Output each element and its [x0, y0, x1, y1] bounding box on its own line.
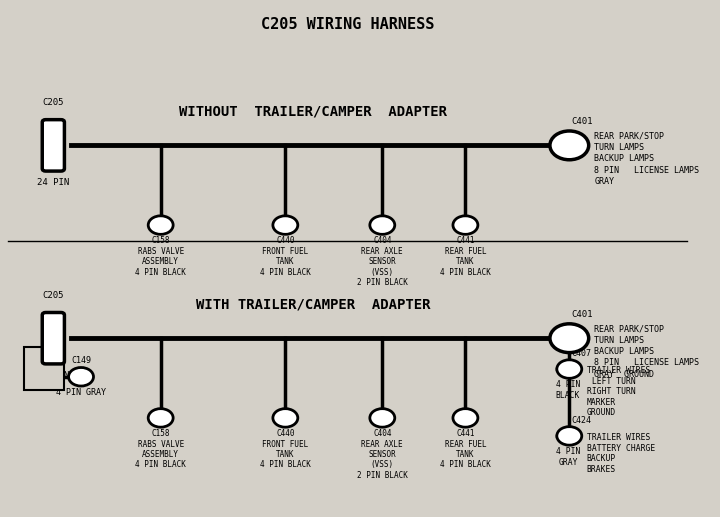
- Text: BACKUP LAMPS: BACKUP LAMPS: [594, 347, 654, 356]
- Text: C407: C407: [572, 349, 591, 358]
- Text: C404
REAR AXLE
SENSOR
(VSS)
2 PIN BLACK: C404 REAR AXLE SENSOR (VSS) 2 PIN BLACK: [357, 429, 408, 480]
- Circle shape: [370, 408, 395, 427]
- Text: GRAY  GROUND: GRAY GROUND: [594, 370, 654, 378]
- Text: 4 PIN GRAY: 4 PIN GRAY: [56, 388, 106, 397]
- Circle shape: [68, 368, 94, 386]
- Text: C404
REAR AXLE
SENSOR
(VSS)
2 PIN BLACK: C404 REAR AXLE SENSOR (VSS) 2 PIN BLACK: [357, 236, 408, 287]
- Text: C205: C205: [42, 98, 64, 107]
- Circle shape: [370, 216, 395, 234]
- Text: TRAILER WIRES
 LEFT TURN
RIGHT TURN
MARKER
GROUND: TRAILER WIRES LEFT TURN RIGHT TURN MARKE…: [587, 367, 650, 417]
- Text: C424: C424: [572, 416, 591, 424]
- Text: 8 PIN   LICENSE LAMPS: 8 PIN LICENSE LAMPS: [594, 165, 699, 175]
- Circle shape: [453, 408, 478, 427]
- Text: TURN LAMPS: TURN LAMPS: [594, 143, 644, 152]
- Text: REAR PARK/STOP: REAR PARK/STOP: [594, 325, 665, 333]
- Text: 8 PIN   LICENSE LAMPS: 8 PIN LICENSE LAMPS: [594, 358, 699, 368]
- Text: C440
FRONT FUEL
TANK
4 PIN BLACK: C440 FRONT FUEL TANK 4 PIN BLACK: [260, 236, 311, 277]
- Circle shape: [148, 408, 173, 427]
- Text: WITH TRAILER/CAMPER  ADAPTER: WITH TRAILER/CAMPER ADAPTER: [196, 298, 431, 312]
- FancyBboxPatch shape: [42, 312, 64, 364]
- Circle shape: [550, 324, 589, 353]
- Text: C205: C205: [42, 291, 64, 300]
- Text: TRAILER WIRES
BATTERY CHARGE
BACKUP
BRAKES: TRAILER WIRES BATTERY CHARGE BACKUP BRAK…: [587, 433, 655, 474]
- Text: C149: C149: [71, 356, 91, 366]
- Text: 4 PIN
GRAY: 4 PIN GRAY: [556, 447, 580, 467]
- Circle shape: [453, 216, 478, 234]
- Text: C441
REAR FUEL
TANK
4 PIN BLACK: C441 REAR FUEL TANK 4 PIN BLACK: [440, 236, 491, 277]
- FancyBboxPatch shape: [24, 347, 64, 390]
- Circle shape: [557, 360, 582, 378]
- Text: TRAILER
RELAY
BOX: TRAILER RELAY BOX: [28, 354, 60, 384]
- Circle shape: [273, 408, 298, 427]
- Text: C205 WIRING HARNESS: C205 WIRING HARNESS: [261, 17, 434, 32]
- Text: GRAY: GRAY: [594, 177, 614, 186]
- Text: 24 PIN: 24 PIN: [37, 371, 69, 379]
- Text: C441
REAR FUEL
TANK
4 PIN BLACK: C441 REAR FUEL TANK 4 PIN BLACK: [440, 429, 491, 469]
- Circle shape: [273, 216, 298, 234]
- Text: 24 PIN: 24 PIN: [37, 178, 69, 187]
- Text: C401: C401: [572, 310, 593, 319]
- Text: 4 PIN
BLACK: 4 PIN BLACK: [556, 381, 580, 400]
- Text: C158
RABS VALVE
ASSEMBLY
4 PIN BLACK: C158 RABS VALVE ASSEMBLY 4 PIN BLACK: [135, 236, 186, 277]
- Text: REAR PARK/STOP: REAR PARK/STOP: [594, 132, 665, 141]
- Text: C440
FRONT FUEL
TANK
4 PIN BLACK: C440 FRONT FUEL TANK 4 PIN BLACK: [260, 429, 311, 469]
- Text: C158
RABS VALVE
ASSEMBLY
4 PIN BLACK: C158 RABS VALVE ASSEMBLY 4 PIN BLACK: [135, 429, 186, 469]
- FancyBboxPatch shape: [42, 119, 64, 171]
- Text: C401: C401: [572, 117, 593, 126]
- Circle shape: [557, 427, 582, 445]
- Circle shape: [148, 216, 173, 234]
- Text: BACKUP LAMPS: BACKUP LAMPS: [594, 154, 654, 163]
- Text: TURN LAMPS: TURN LAMPS: [594, 336, 644, 345]
- Text: WITHOUT  TRAILER/CAMPER  ADAPTER: WITHOUT TRAILER/CAMPER ADAPTER: [179, 105, 447, 119]
- Circle shape: [550, 131, 589, 160]
